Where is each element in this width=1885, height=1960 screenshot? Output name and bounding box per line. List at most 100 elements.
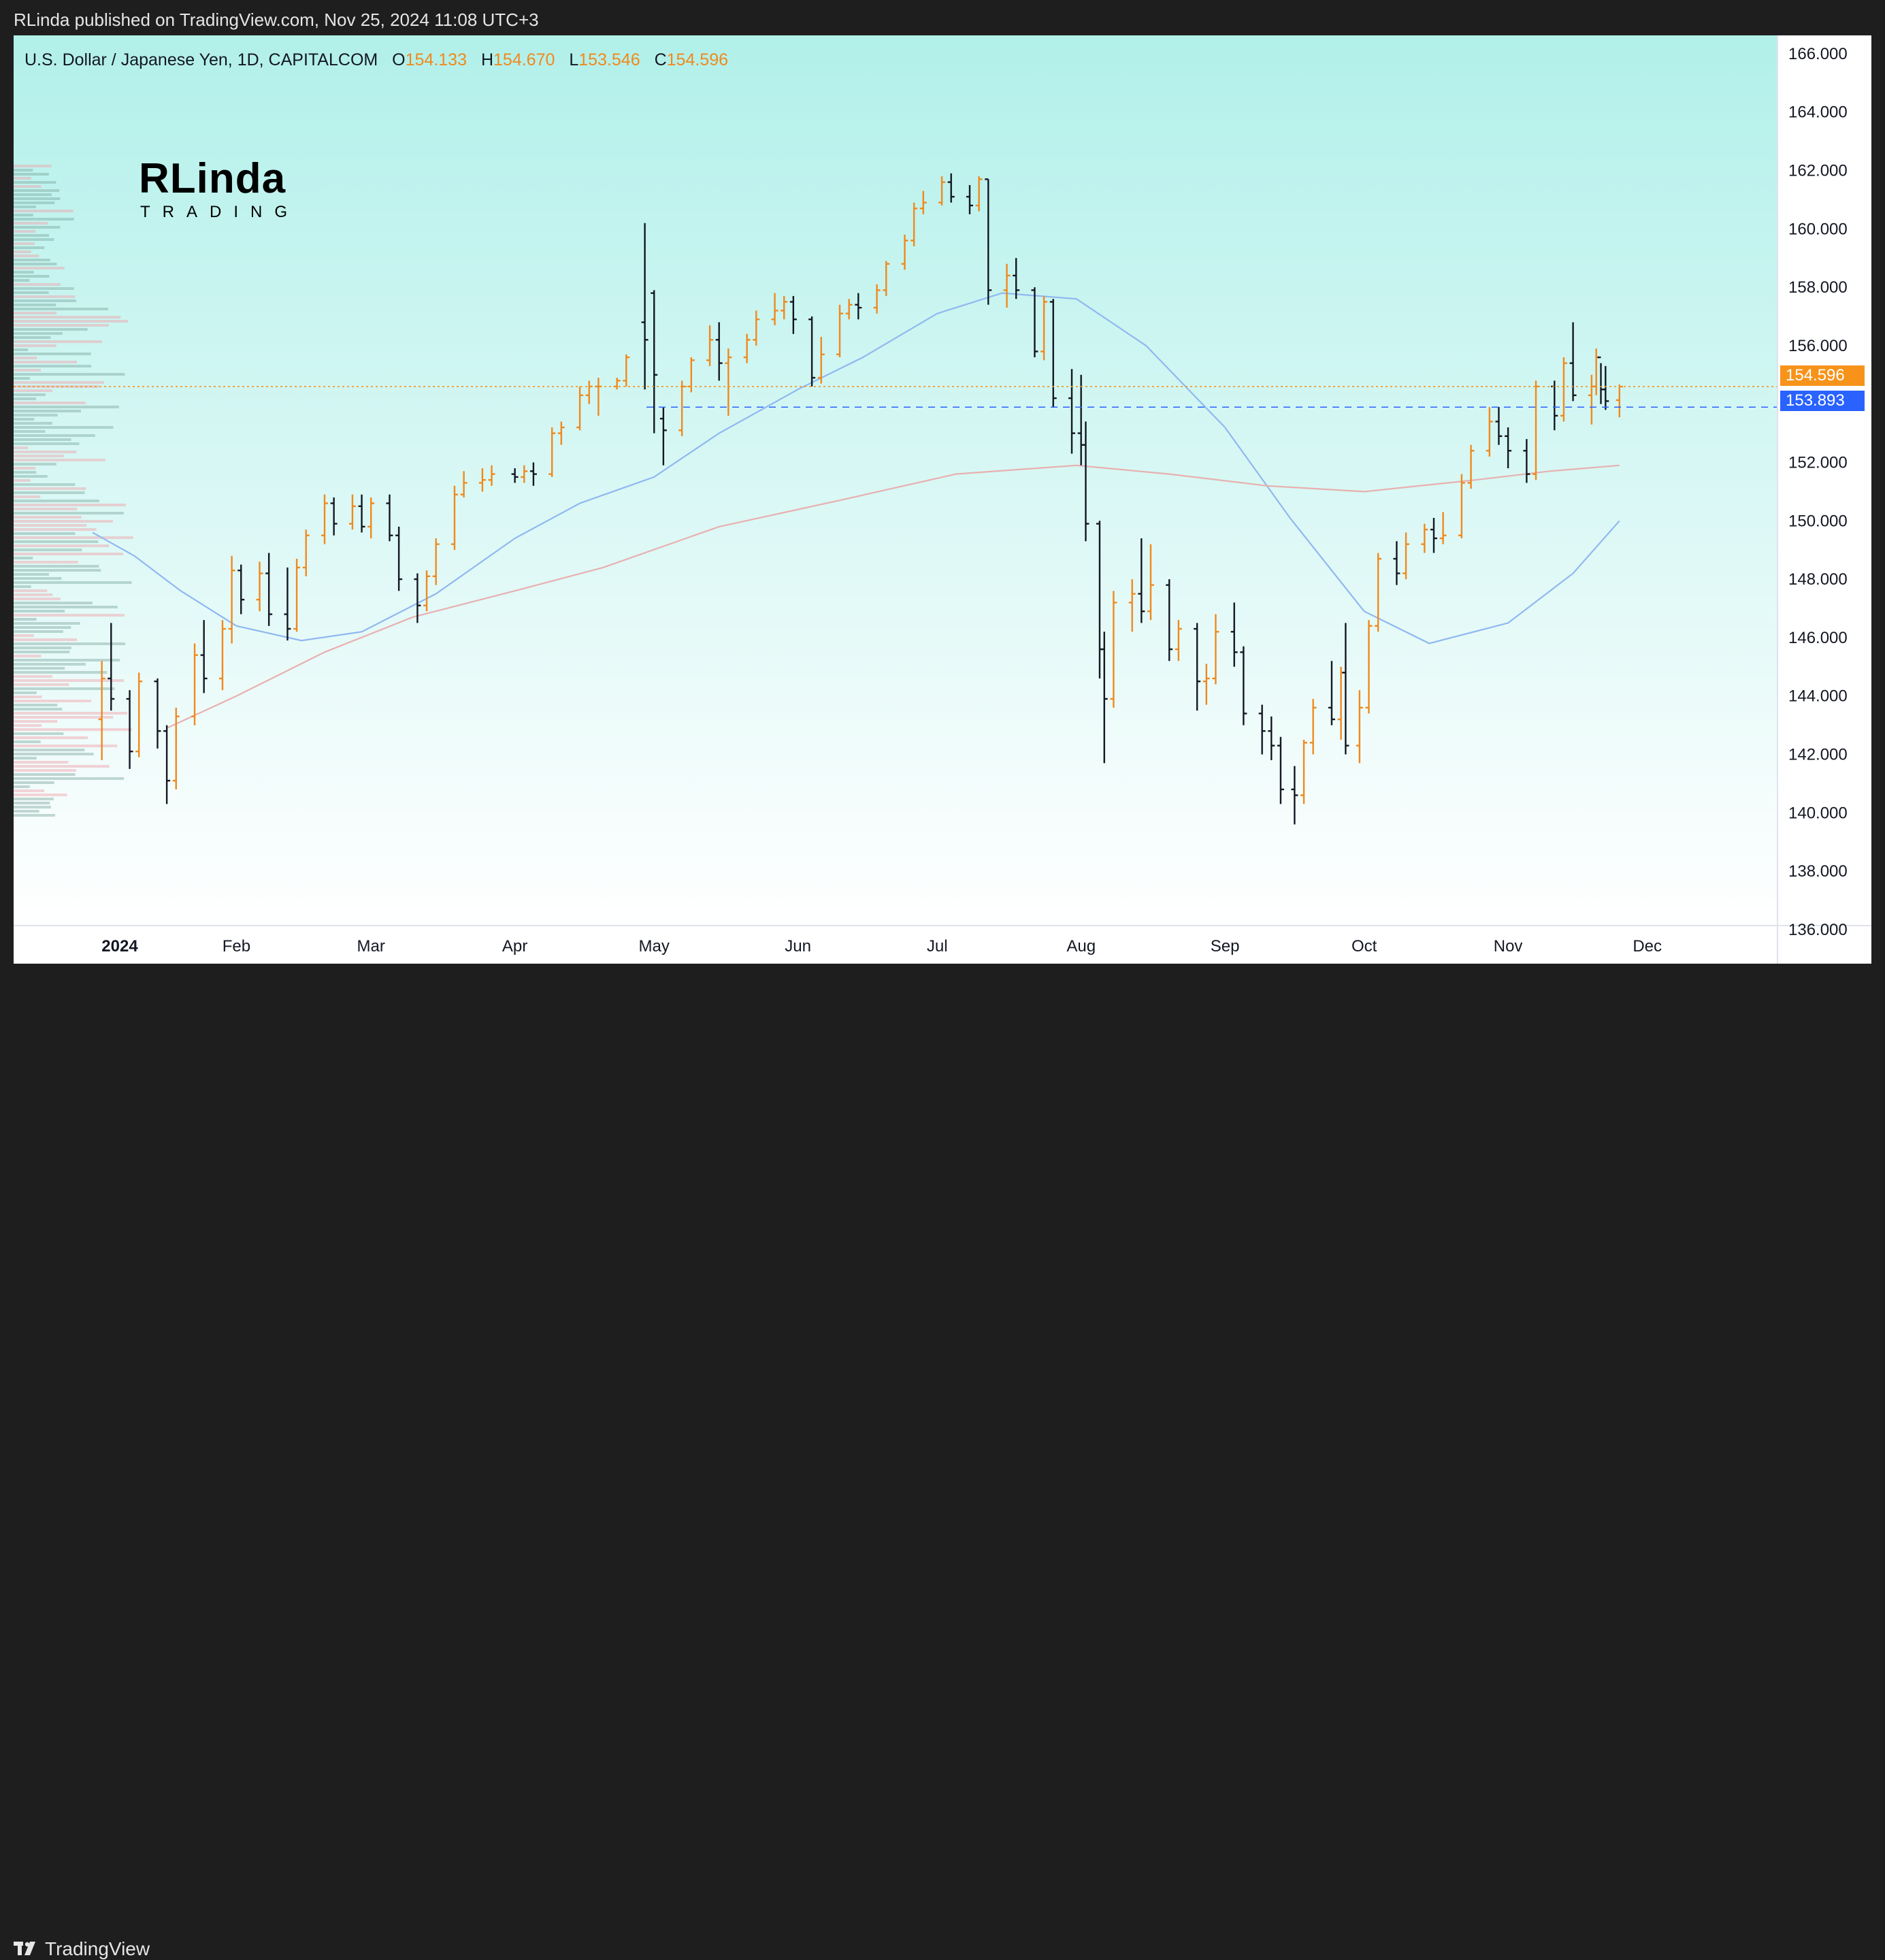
ohlc-bar (478, 468, 486, 492)
price-tick-label: 162.000 (1788, 162, 1848, 180)
volume-profile-bar (14, 565, 99, 568)
ohlc-bar (1268, 716, 1275, 761)
logo-sub-text: TRADING (140, 203, 299, 221)
volume-profile-bar (14, 589, 48, 592)
ohlc-bar (743, 333, 751, 363)
volume-profile-bar (14, 446, 29, 449)
ohlc-bar (883, 261, 890, 296)
ohlc-bar (919, 191, 927, 214)
ohlc-bar (855, 293, 862, 320)
volume-profile-bar (14, 704, 58, 706)
ohlc-bar (1569, 322, 1577, 402)
low-label: L (569, 50, 579, 69)
ohlc-bar (1031, 287, 1038, 358)
ohlc-bar (126, 690, 133, 769)
volume-profile-bar (14, 267, 65, 270)
volume-profile-bar (14, 622, 80, 625)
ohlc-bar (330, 497, 338, 536)
ohlc-bar (966, 184, 973, 214)
volume-profile-bar (14, 291, 49, 294)
volume-profile-bar (14, 581, 132, 584)
volume-profile-bar (14, 573, 49, 576)
volume-profile-bar (14, 516, 82, 519)
volume-profile-bar (14, 491, 85, 494)
symbol-title[interactable]: U.S. Dollar / Japanese Yen, 1D, CAPITALC… (24, 50, 378, 69)
volume-profile-bar (14, 728, 132, 731)
ohlc-bar (1277, 736, 1284, 804)
bottom-bar: TradingView (0, 964, 1885, 1959)
time-axis[interactable]: 2024 Feb Mar Apr May Jun Jul Aug Sep Oct Nov Dec (101, 937, 1662, 956)
volume-profile-bar (14, 165, 52, 167)
price-tick-label: 152.000 (1788, 454, 1848, 472)
horizontal-lines (14, 386, 1777, 408)
volume-profile-bar (14, 638, 77, 641)
volume-profile-bar (14, 712, 128, 715)
volume-profile-bar (14, 397, 37, 400)
ohlc-bar (395, 526, 403, 591)
open-label: O (392, 50, 406, 69)
ohlc-bar (1230, 602, 1238, 667)
volume-profile-bar (14, 177, 31, 180)
price-tick-label: 148.000 (1788, 570, 1848, 589)
ohlc-bar (256, 561, 263, 612)
volume-profile-bar (14, 238, 54, 241)
volume-profile-bar (14, 626, 71, 629)
volume-profile-bar (14, 467, 36, 470)
volume-profile-bar (14, 173, 49, 176)
ohlc-bar (423, 570, 431, 612)
ohlc-bar (789, 295, 797, 334)
volume-profile-bar (14, 585, 31, 588)
volume-profile-bar (14, 279, 30, 282)
ohlc-bar (715, 322, 723, 381)
volume-profile-bar (14, 789, 44, 792)
volume-profile-bar (14, 777, 125, 780)
ohlc-bar (414, 573, 421, 623)
volume-profile-bar (14, 385, 99, 388)
volume-profile-bar (14, 618, 37, 621)
volume-profile-bar (14, 287, 74, 290)
ohlc-bar (154, 678, 161, 749)
ohlc-bar (321, 494, 328, 544)
open-value: 154.133 (405, 50, 467, 69)
volume-profile-bar (14, 708, 63, 710)
volume-profile-bar (14, 430, 46, 433)
ohlc-bar (1430, 517, 1437, 553)
volume-profile-bar (14, 230, 36, 233)
volume-profile-bar (14, 561, 78, 564)
ohlc-bar (1602, 365, 1609, 410)
low-value: 153.546 (578, 50, 640, 69)
volume-profile-bar (14, 642, 125, 645)
level-price-tag: 153.893 (1780, 391, 1865, 411)
volume-profile-bar (14, 242, 35, 245)
volume-profile-bar (14, 500, 99, 502)
price-tick-label: 150.000 (1788, 512, 1848, 530)
ohlc-bar (135, 672, 143, 757)
volume-profile-bar (14, 504, 126, 506)
volume-profile-bar (14, 630, 63, 633)
ohlc-bar (1403, 532, 1410, 580)
ohlc-bar (1240, 646, 1247, 725)
volume-profile-bar (14, 773, 76, 776)
time-tick-label: Aug (1066, 937, 1096, 956)
volume-profile-bar (14, 222, 48, 225)
volume-profile-bar (14, 647, 71, 649)
ohlc-bar (808, 316, 816, 387)
volume-profile-bar (14, 700, 92, 702)
volume-profile-bar (14, 353, 91, 355)
tradingview-brand[interactable]: TradingView (14, 1938, 150, 1960)
volume-profile-bar (14, 442, 80, 445)
ohlc-bar (284, 567, 291, 641)
ohlc-bar (623, 354, 630, 387)
ohlc-bar (1049, 299, 1057, 407)
ohlc-bar (1365, 620, 1373, 714)
ohlc-bar (1202, 664, 1210, 705)
time-tick-label: Sep (1211, 937, 1240, 956)
volume-profile-bar (14, 736, 88, 739)
time-tick-label: Jul (927, 937, 948, 956)
volume-profile-bar (14, 197, 61, 200)
tradingview-brand-text: TradingView (45, 1938, 150, 1959)
volume-profile-bar (14, 348, 29, 351)
volume-profile-bar (14, 802, 50, 804)
volume-profile-bar (14, 577, 62, 580)
volume-profile-bar (14, 769, 76, 772)
